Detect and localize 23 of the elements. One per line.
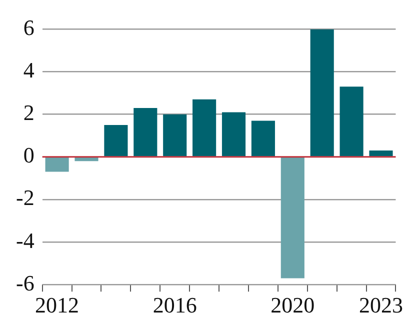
bar <box>340 86 364 156</box>
y-tick-label: -6 <box>16 270 34 296</box>
y-tick-label: 4 <box>23 58 34 83</box>
x-tick-label: 2023 <box>359 292 403 318</box>
x-tick-label: 2012 <box>35 292 80 318</box>
bar <box>192 99 216 156</box>
bar <box>163 114 187 156</box>
bar <box>310 29 334 156</box>
bar <box>222 112 246 156</box>
bar <box>280 158 304 278</box>
y-tick-label: -4 <box>16 228 34 253</box>
bar <box>369 150 393 156</box>
y-tick-label: 6 <box>23 14 34 40</box>
bar <box>45 158 69 172</box>
x-tick-label: 2020 <box>270 292 315 318</box>
y-tick-label: 2 <box>23 100 34 126</box>
y-tick-label: -2 <box>16 185 34 210</box>
bar <box>74 158 98 162</box>
bar <box>104 124 128 156</box>
x-tick-label: 2016 <box>152 292 197 318</box>
bar <box>251 120 275 156</box>
y-tick-label: 0 <box>23 142 34 168</box>
bar <box>134 108 158 156</box>
